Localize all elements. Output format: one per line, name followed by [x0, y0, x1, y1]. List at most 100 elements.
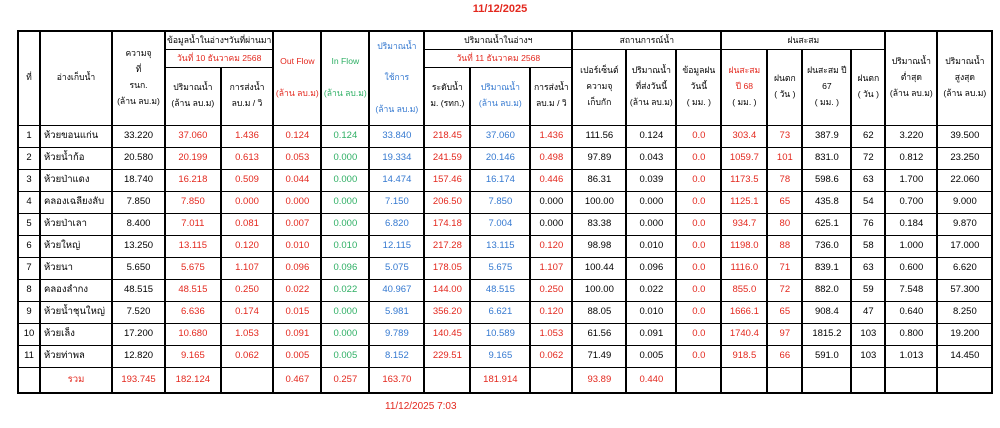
cell-min: 0.184 — [884, 212, 939, 236]
col-header-prev-volume: ปริมาณน้ำ (ล้าน ลบ.ม) — [164, 66, 222, 126]
cell-out: 0.005 — [272, 344, 323, 368]
cell-min: 1.700 — [884, 168, 939, 192]
col-header-rain-accum-68: ฝนสะสม ปี 68( มม. ) — [720, 48, 769, 126]
cell-usable: 6.820 — [368, 212, 426, 236]
cell-min: 1.013 — [884, 344, 939, 368]
cell-days68: 73 — [766, 124, 804, 148]
cell-volume: 13.115 — [469, 234, 532, 258]
cell-discharge: 0.498 — [529, 146, 574, 170]
cell-prev_discharge: 0.613 — [219, 146, 275, 170]
cell-percent: 100.00 — [571, 278, 628, 302]
cell-prev_volume: 9.165 — [164, 344, 222, 368]
cell-days67: 62 — [850, 124, 887, 148]
cell-usable: 12.115 — [368, 234, 426, 258]
total-cell-max — [936, 366, 994, 394]
cell-prev_volume: 10.680 — [164, 322, 222, 346]
cell-no: 11 — [17, 344, 41, 368]
col-header-prev-discharge: การส่งน้ำ ลบ.ม / วิ — [219, 66, 275, 126]
cell-usable: 40.967 — [368, 278, 426, 302]
cell-rain_today: 0.0 — [675, 322, 723, 346]
cell-level: 218.45 — [423, 124, 472, 148]
cell-rain_today: 0.0 — [675, 212, 723, 236]
cell-percent: 100.00 — [571, 190, 628, 214]
col-header-rain-today: ข้อมูลฝน วันนี้ ( มม. ) — [675, 48, 723, 126]
table-row: 11 ห้วยท่าพล 12.820 9.165 0.062 0.005 0.005 8.1… — [17, 344, 994, 368]
cell-volume: 9.165 — [469, 344, 532, 368]
cell-max: 23.250 — [936, 146, 994, 170]
cell-in: 0.000 — [320, 168, 371, 192]
col-header-rain-days-67: ฝนตก ( วัน ) — [850, 48, 887, 126]
cell-days68: 97 — [766, 322, 804, 346]
cell-discharge: 1.436 — [529, 124, 574, 148]
cell-sent: 0.022 — [625, 278, 678, 302]
cell-name: ห้วยท่าพล — [39, 344, 113, 368]
total-cell-volume: 181.914 — [469, 366, 532, 394]
cell-days67: 59 — [850, 278, 887, 302]
cell-usable: 14.474 — [368, 168, 426, 192]
cell-days68: 88 — [766, 234, 804, 258]
cell-in: 0.000 — [320, 212, 371, 236]
cell-rain68: 1059.7 — [720, 146, 769, 170]
cell-percent: 88.05 — [571, 300, 628, 324]
cell-in: 0.096 — [320, 256, 371, 280]
col-header-water-level: ระดับน้ำ ม. (รทก.) — [423, 66, 472, 126]
cell-prev_discharge: 1.107 — [219, 256, 275, 280]
header-row-columns: ปริมาณน้ำ (ล้าน ลบ.ม) การส่งน้ำ ลบ.ม / ว… — [18, 66, 992, 126]
col-header-sent-today: ปริมาณน้ำ ที่ส่งวันนี้ (ล้าน ลบ.ม) — [625, 48, 678, 126]
cell-volume: 10.589 — [469, 322, 532, 346]
cell-rain_today: 0.0 — [675, 190, 723, 214]
cell-max: 9.870 — [936, 212, 994, 236]
report-timestamp: 11/12/2025 7:03 — [385, 401, 457, 412]
cell-name: ห้วยน้ำก้อ — [39, 146, 113, 170]
cell-rain68: 1125.1 — [720, 190, 769, 214]
cell-rain67: 831.0 — [801, 146, 853, 170]
cell-name: ห้วยนา — [39, 256, 113, 280]
cell-in: 0.000 — [320, 322, 371, 346]
cell-capacity: 5.650 — [111, 256, 166, 280]
cell-prev_volume: 5.675 — [164, 256, 222, 280]
cell-level: 217.28 — [423, 234, 472, 258]
cell-min: 0.640 — [884, 300, 939, 324]
total-cell-sent: 0.440 — [625, 366, 678, 394]
cell-level: 140.45 — [423, 322, 472, 346]
cell-name: ห้วยใหญ่ — [39, 234, 113, 258]
cell-no: 9 — [17, 300, 41, 324]
cell-days68: 78 — [766, 168, 804, 192]
cell-rain68: 1173.5 — [720, 168, 769, 192]
cell-min: 0.800 — [884, 322, 939, 346]
cell-capacity: 7.850 — [111, 190, 166, 214]
cell-level: 241.59 — [423, 146, 472, 170]
cell-sent: 0.000 — [625, 212, 678, 236]
cell-sent: 0.096 — [625, 256, 678, 280]
cell-out: 0.044 — [272, 168, 323, 192]
group-header-prev-day: ข้อมูลน้ำในอ่างฯวันที่ผ่านมา — [163, 30, 275, 50]
cell-level: 229.51 — [423, 344, 472, 368]
cell-discharge: 1.053 — [529, 322, 574, 346]
cell-rain67: 839.1 — [801, 256, 853, 280]
cell-capacity: 8.400 — [111, 212, 166, 236]
cell-name: คลองลำกง — [39, 278, 113, 302]
cell-days67: 54 — [850, 190, 887, 214]
cell-min: 0.600 — [884, 256, 939, 280]
cell-discharge: 0.120 — [529, 300, 574, 324]
cell-no: 8 — [17, 278, 41, 302]
col-header-cur-discharge: การส่งน้ำ ลบ.ม / วิ — [529, 66, 574, 126]
cell-rain68: 918.5 — [720, 344, 769, 368]
cell-prev_discharge: 0.081 — [219, 212, 275, 236]
cell-no: 7 — [17, 256, 41, 280]
total-cell-percent: 93.89 — [571, 366, 628, 394]
col-header-cur-volume: ปริมาณน้ำ (ล้าน ลบ.ม) — [469, 66, 532, 126]
cell-in: 0.005 — [320, 344, 371, 368]
cell-max: 19.200 — [936, 322, 994, 346]
col-header-reservoir: อ่างเก็บน้ำ — [39, 30, 113, 126]
cell-rain67: 908.4 — [801, 300, 853, 324]
cell-rain67: 591.0 — [801, 344, 853, 368]
cell-usable: 33.840 — [368, 124, 426, 148]
total-cell-level — [423, 366, 472, 394]
total-cell-prev_discharge — [219, 366, 275, 394]
cell-discharge: 0.250 — [529, 278, 574, 302]
cell-rain_today: 0.0 — [675, 146, 723, 170]
cell-capacity: 33.220 — [111, 124, 166, 148]
cell-sent: 0.039 — [625, 168, 678, 192]
cell-prev_volume: 16.218 — [164, 168, 222, 192]
